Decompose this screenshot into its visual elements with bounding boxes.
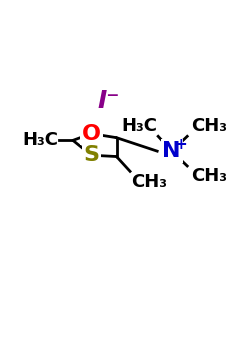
Text: O: O [82,124,101,144]
Text: CH₃: CH₃ [191,167,227,185]
Text: I⁻: I⁻ [98,89,120,113]
Text: CH₃: CH₃ [191,117,227,135]
Text: S: S [83,145,99,165]
Text: CH₃: CH₃ [131,173,167,191]
Text: H₃C: H₃C [121,117,157,135]
Text: +: + [175,137,188,152]
Text: H₃C: H₃C [22,131,59,149]
Text: N: N [162,141,181,161]
